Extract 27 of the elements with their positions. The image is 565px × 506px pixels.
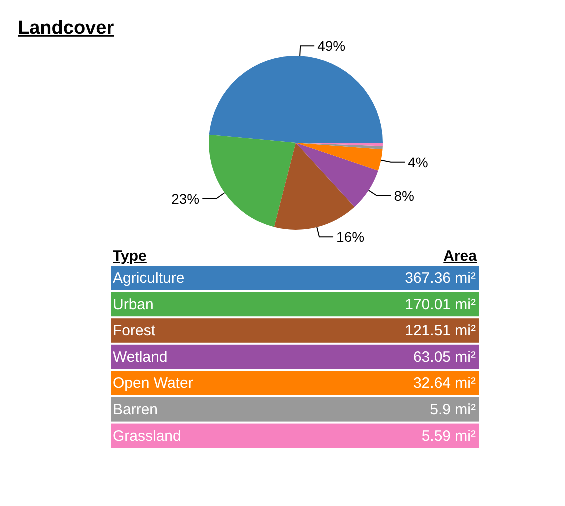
category-label: Wetland xyxy=(113,348,168,366)
data-label: 121.51 mi² xyxy=(405,322,476,340)
pie-slice xyxy=(296,143,383,171)
pie-slice xyxy=(296,143,378,208)
data-label: 5.9 mi² xyxy=(430,402,476,418)
category-label: Forest xyxy=(113,322,156,340)
data-label: 4% xyxy=(408,154,428,170)
category-label: Urban xyxy=(113,296,154,314)
data-label: 170.01 mi² xyxy=(405,296,476,314)
data-label: 367.36 mi² xyxy=(405,270,476,287)
chart-title: Landcover xyxy=(18,18,115,39)
data-label: 49% xyxy=(318,38,346,54)
data-label: 8% xyxy=(394,188,414,204)
pie-slice xyxy=(274,143,355,230)
category-label: Open Water xyxy=(113,375,194,392)
data-label: 23% xyxy=(172,190,200,207)
category-label: Agriculture xyxy=(113,270,185,287)
text: Type xyxy=(113,248,147,265)
text: Area xyxy=(444,248,478,265)
category-label: Grassland xyxy=(113,428,182,445)
pie-slice xyxy=(209,56,383,143)
data-label: 5.59 mi² xyxy=(422,428,476,445)
data-label: 32.64 mi² xyxy=(413,375,476,392)
data-label: 63.05 mi² xyxy=(413,348,476,366)
data-label: 16% xyxy=(336,229,365,246)
pie-slice xyxy=(209,134,296,228)
category-label: Barren xyxy=(113,402,158,418)
